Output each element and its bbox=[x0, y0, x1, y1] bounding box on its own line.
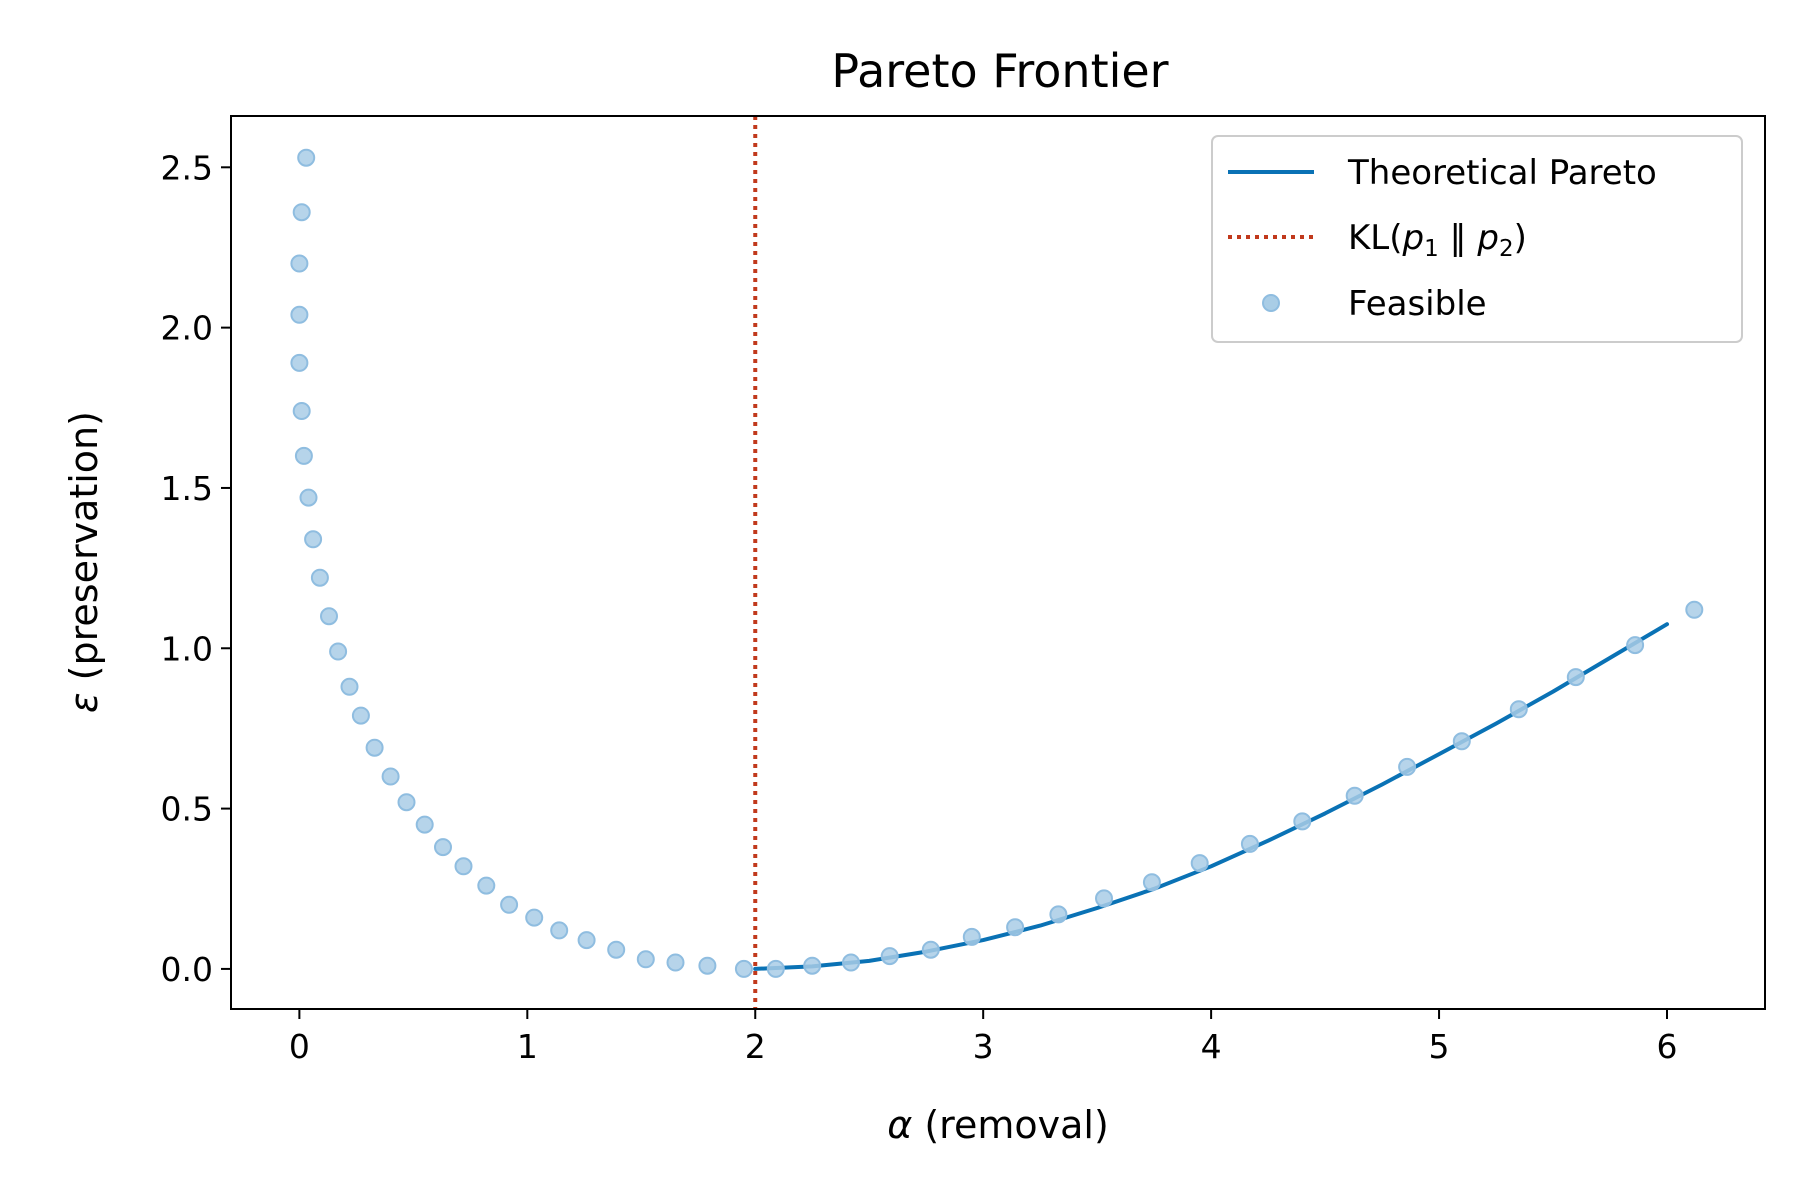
y-axis-label: ε (preservation) bbox=[62, 411, 106, 713]
feasible-point bbox=[766, 959, 785, 978]
legend-kl-pre: KL( bbox=[1348, 218, 1403, 258]
feasible-point bbox=[1006, 918, 1025, 937]
y-tick-label: 0.5 bbox=[161, 790, 213, 829]
legend-box bbox=[1211, 135, 1743, 343]
x-axis-text: (removal) bbox=[912, 1103, 1109, 1147]
x-tick-label: 0 bbox=[289, 1027, 310, 1066]
legend-kl-sub1: 1 bbox=[1424, 236, 1439, 262]
y-axis-ticks: 0.0 0.5 1.0 1.5 2.0 2.5 bbox=[161, 148, 231, 989]
feasible-points-layer bbox=[290, 148, 1704, 978]
axes-frame bbox=[230, 115, 1766, 1010]
x-axis-label: α (removal) bbox=[887, 1103, 1109, 1147]
x-tick-label: 1 bbox=[517, 1027, 538, 1066]
x-tick-label: 4 bbox=[1201, 1027, 1222, 1066]
feasible-point bbox=[607, 940, 626, 959]
legend-feasible-label: Feasible bbox=[1348, 284, 1487, 324]
feasible-point bbox=[292, 203, 311, 222]
legend-kl-post: ) bbox=[1514, 218, 1527, 258]
feasible-point bbox=[365, 738, 384, 757]
feasible-point bbox=[304, 530, 323, 549]
legend-kl-sub2: 2 bbox=[1499, 236, 1514, 262]
feasible-point bbox=[1095, 889, 1113, 908]
y-tick-label: 2.0 bbox=[161, 309, 213, 348]
feasible-point bbox=[290, 353, 309, 372]
feasible-point bbox=[477, 876, 496, 895]
feasible-point bbox=[351, 706, 370, 725]
feasible-point bbox=[329, 642, 348, 661]
feasible-point bbox=[397, 793, 416, 812]
y-tick-label: 2.5 bbox=[161, 148, 213, 187]
legend-kl-label: KL(p1 ‖ p2) bbox=[1348, 218, 1527, 262]
y-axis-variable: ε bbox=[62, 692, 106, 713]
feasible-point bbox=[340, 677, 359, 696]
feasible-point bbox=[320, 607, 338, 626]
feasible-point bbox=[636, 950, 655, 969]
x-tick-label: 6 bbox=[1656, 1027, 1677, 1066]
feasible-point bbox=[734, 959, 753, 978]
feasible-point bbox=[292, 402, 311, 420]
feasible-point bbox=[1190, 854, 1209, 873]
feasible-point bbox=[921, 940, 940, 959]
feasible-point bbox=[454, 857, 473, 876]
feasible-point bbox=[577, 931, 596, 950]
feasible-point bbox=[1240, 834, 1259, 853]
y-tick-label: 0.0 bbox=[161, 950, 213, 989]
legend-pareto-label: Theoretical Pareto bbox=[1347, 153, 1657, 193]
feasible-point bbox=[297, 148, 316, 167]
feasible-point bbox=[1049, 905, 1068, 924]
feasible-point bbox=[1509, 700, 1528, 719]
feasible-point bbox=[1452, 732, 1471, 751]
feasible-point bbox=[1293, 812, 1312, 831]
feasible-point bbox=[381, 767, 400, 786]
feasible-point bbox=[666, 953, 685, 972]
y-tick-label: 1.0 bbox=[161, 629, 213, 668]
plot-area bbox=[290, 116, 1704, 1009]
feasible-point bbox=[290, 254, 309, 273]
feasible-point bbox=[1566, 668, 1585, 687]
feasible-point bbox=[550, 921, 569, 940]
feasible-point bbox=[803, 956, 822, 975]
feasible-point bbox=[842, 953, 860, 972]
x-axis-ticks: 0 1 2 3 4 5 6 bbox=[289, 1009, 1677, 1066]
legend-kl-mid: ‖ bbox=[1439, 218, 1478, 258]
x-tick-label: 2 bbox=[745, 1027, 766, 1066]
x-tick-label: 5 bbox=[1429, 1027, 1450, 1066]
feasible-point bbox=[962, 927, 981, 946]
feasible-point bbox=[1626, 636, 1645, 655]
x-tick-label: 3 bbox=[973, 1027, 994, 1066]
feasible-point bbox=[1142, 873, 1161, 892]
feasible-point bbox=[880, 947, 899, 966]
feasible-point bbox=[1345, 786, 1364, 805]
feasible-point bbox=[415, 815, 434, 834]
feasible-point bbox=[434, 838, 452, 857]
y-axis-text: (preservation) bbox=[62, 411, 106, 692]
feasible-point bbox=[294, 446, 313, 465]
feasible-point bbox=[500, 895, 519, 914]
legend-kl-p2: p bbox=[1476, 218, 1499, 258]
legend: Theoretical Pareto KL(p1 ‖ p2) Feasible bbox=[1211, 135, 1743, 343]
chart-title: Pareto Frontier bbox=[831, 44, 1168, 98]
feasible-point bbox=[1398, 757, 1417, 776]
feasible-point bbox=[525, 908, 544, 927]
feasible-point bbox=[1685, 600, 1704, 619]
x-axis-variable: α bbox=[887, 1103, 912, 1147]
feasible-point bbox=[290, 305, 309, 324]
feasible-point bbox=[299, 488, 318, 507]
feasible-point bbox=[698, 956, 717, 975]
legend-feasible-swatch bbox=[1262, 294, 1280, 312]
legend-kl-p1: p bbox=[1402, 218, 1425, 258]
feasible-point bbox=[310, 568, 329, 587]
y-tick-label: 1.5 bbox=[161, 469, 213, 508]
